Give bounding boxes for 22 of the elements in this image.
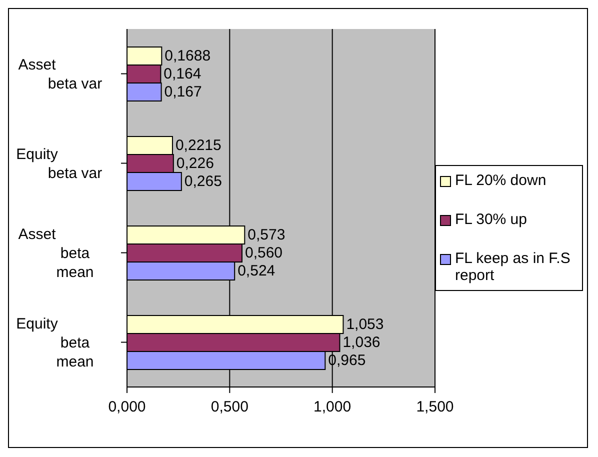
x-tick-label: 1,000 xyxy=(314,398,352,416)
data-label: 0,226 xyxy=(176,155,214,172)
y-tick-label: Equity beta var xyxy=(16,145,102,182)
legend-label: FL 20% down xyxy=(455,172,546,189)
x-tick-label: 1,500 xyxy=(416,398,454,416)
y-tick-label: Equity beta mean xyxy=(16,314,94,370)
data-label: 0,164 xyxy=(164,66,202,82)
y-tick-label: Asset beta mean xyxy=(18,225,94,280)
data-label: 1,036 xyxy=(342,334,380,351)
x-tick-label: 0,500 xyxy=(210,398,248,416)
x-tick-label: 0,000 xyxy=(108,398,146,416)
data-label: 0,573 xyxy=(248,226,286,244)
data-label: 0,167 xyxy=(164,84,202,100)
data-label: 0,1688 xyxy=(164,48,211,64)
data-label: 0,265 xyxy=(184,173,222,190)
data-label: 0,560 xyxy=(244,244,283,262)
legend-label: FL keep as in F.S report xyxy=(455,250,572,284)
data-label: 0,2215 xyxy=(175,137,222,154)
data-label: 0,524 xyxy=(238,262,276,280)
legend-label: FL 30% up xyxy=(455,211,527,228)
data-label: 1,053 xyxy=(346,316,384,333)
y-tick-label: Asset beta var xyxy=(18,56,102,92)
